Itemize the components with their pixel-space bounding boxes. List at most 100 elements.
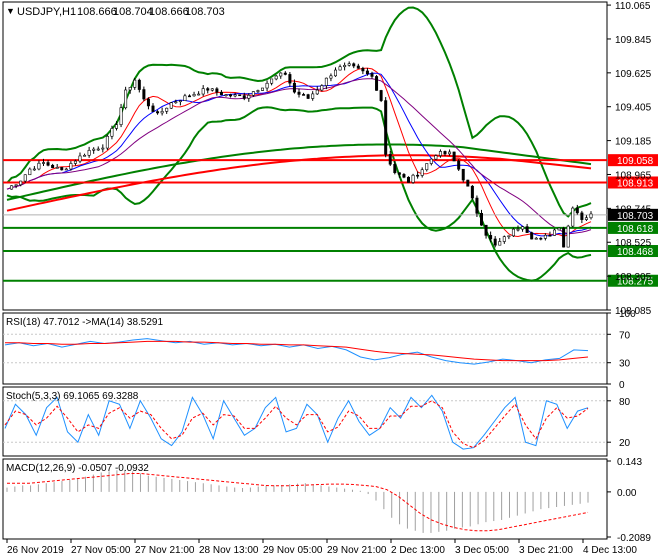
stoch-tick-label: 80 <box>619 397 631 408</box>
level-label-108.468: 108.468 <box>617 247 654 258</box>
candle-body <box>356 65 360 69</box>
price-axis: 110.065 109.845 109.625 109.405 109.185 108.9… <box>607 1 652 317</box>
rsi-tick-label: 100 <box>619 309 636 320</box>
candle-body <box>475 197 479 214</box>
candle-body <box>206 88 210 91</box>
candle-body <box>87 150 91 156</box>
candle-body <box>151 105 155 112</box>
level-tag-108.275 <box>608 274 658 287</box>
candle-body <box>507 235 511 238</box>
macd-panel: 0.143 0.00 -0.2089 MACD(12,26,9) -0.0507 -… <box>2 457 651 544</box>
candle-body <box>183 95 187 101</box>
price-tick-label: 109.625 <box>615 69 652 80</box>
candle-body <box>411 174 415 183</box>
time-tick-label: 3 Dec 21:00 <box>519 545 573 556</box>
candle-body <box>461 168 465 181</box>
candle-body <box>115 124 119 129</box>
ohlc-open: 108.666 <box>77 6 117 18</box>
candle-body <box>311 93 315 99</box>
candle-body <box>466 179 470 187</box>
candle-body <box>73 160 77 164</box>
chart-title: USDJPY,H1 <box>17 6 76 18</box>
candle-body <box>516 228 520 231</box>
candle-body <box>443 151 447 155</box>
candle-body <box>219 91 223 96</box>
candle-body <box>274 75 278 80</box>
stoch-plot: 80 20 <box>3 394 631 450</box>
candle-body <box>557 227 561 231</box>
candle-body <box>562 227 566 248</box>
candle-body <box>352 63 356 67</box>
candle-body <box>41 162 45 164</box>
macd-signal-line <box>7 473 589 532</box>
ma-mid-line <box>6 72 592 237</box>
time-tick-label: 27 Nov 05:00 <box>71 545 131 556</box>
rsi-panel-frame <box>2 312 608 385</box>
candle-body <box>365 70 369 75</box>
price-tick-label: 108.305 <box>615 272 652 283</box>
candle-body <box>174 101 178 104</box>
candle-body <box>589 213 593 219</box>
candle-body <box>288 74 292 84</box>
candle-body <box>128 87 132 91</box>
candle-body <box>438 151 442 156</box>
candle-body <box>566 225 570 248</box>
rsi-tick-label: 70 <box>619 330 631 341</box>
price-tick-label: 108.085 <box>615 306 652 317</box>
candle-body <box>188 95 192 98</box>
time-tick-label: 29 Nov 21:00 <box>327 545 387 556</box>
stoch-tick-label: 20 <box>619 438 631 449</box>
candle-body <box>452 151 456 162</box>
candle-body <box>448 151 452 155</box>
macd-legend: MACD(12,26,9) -0.0507 -0.0932 <box>6 463 149 474</box>
candle-body <box>393 163 397 173</box>
candle-body <box>320 85 324 91</box>
candle-body <box>165 107 169 112</box>
candle-body <box>10 185 14 190</box>
rsi-tick-label: 30 <box>619 359 631 370</box>
price-panel: 109.058 108.913 108.618 108.468 108.275 108.7… <box>2 1 658 317</box>
candle-body <box>406 176 410 183</box>
level-label-108.275: 108.275 <box>617 277 654 288</box>
candle-body <box>329 75 333 79</box>
candle-body <box>156 111 160 114</box>
candle-body <box>402 174 406 178</box>
level-tag-108.618 <box>608 221 658 234</box>
candle-body <box>361 68 365 72</box>
price-panel-frame <box>2 1 608 311</box>
current-price-tag <box>608 208 658 221</box>
candle-body <box>133 79 137 88</box>
candle-body <box>96 148 100 151</box>
level-label-109.058: 109.058 <box>617 156 654 167</box>
candle-body <box>489 235 493 240</box>
candle-body <box>178 100 182 103</box>
candle-body <box>539 237 543 240</box>
candle-body <box>484 224 488 236</box>
price-tick-label: 108.525 <box>615 238 652 249</box>
candle-body <box>575 207 579 214</box>
candle-body <box>78 155 82 162</box>
candle-body <box>552 229 556 236</box>
candle-body <box>197 93 201 96</box>
level-tag-108.913 <box>608 176 658 189</box>
candle-body <box>283 72 287 75</box>
candle-body <box>347 63 351 66</box>
candle-body <box>338 66 342 71</box>
time-tick-label: 29 Nov 05:00 <box>263 545 323 556</box>
macd-tick-label: 0.143 <box>617 457 642 468</box>
sma-long-green-line <box>6 143 592 201</box>
candle-body <box>60 167 64 171</box>
time-tick-label: 2 Dec 13:00 <box>391 545 445 556</box>
title-arrow-icon: ▼ <box>6 6 15 16</box>
candle-body <box>242 95 246 99</box>
rsi-panel: 100 70 30 0 RSI(18) 47.7012 ->MA(14) 38.529… <box>2 309 636 391</box>
candle-body <box>397 172 401 175</box>
candle-body <box>270 78 274 84</box>
ohlc-close: 108.703 <box>185 6 225 18</box>
candle-body <box>137 79 141 90</box>
price-tick-label: 109.185 <box>615 137 652 148</box>
time-axis: 26 Nov 2019 27 Nov 05:00 27 Nov 21:00 28 No… <box>6 539 637 556</box>
candle-body <box>229 94 233 97</box>
rsi-tick-label: 0 <box>619 380 625 391</box>
candle-body <box>23 174 27 182</box>
